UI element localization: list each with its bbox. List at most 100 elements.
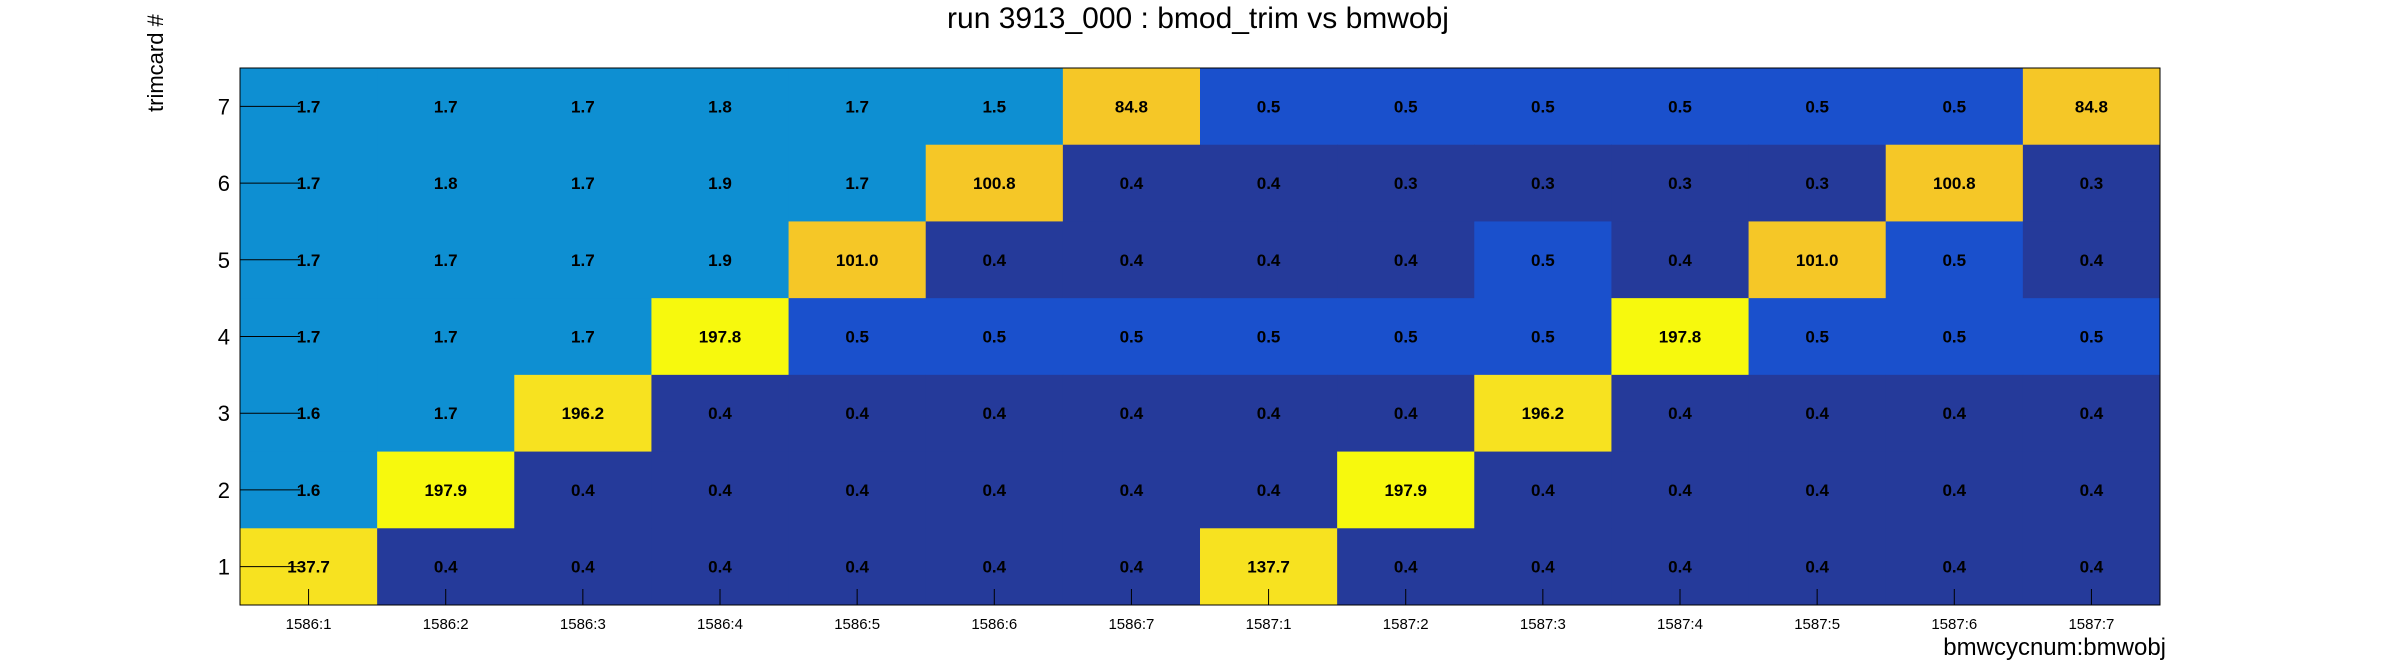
cell-value-label: 0.4: [1805, 404, 1829, 423]
heatmap-cell: [925, 451, 1064, 529]
heatmap-cell: [1062, 451, 1201, 529]
heatmap-cell: [1062, 298, 1201, 376]
cell-value-label: 1.7: [571, 174, 595, 193]
heatmap-cell: [1885, 68, 2024, 146]
cell-value-label: 197.9: [1384, 481, 1427, 500]
x-tick-label: 1586:7: [1108, 616, 1154, 633]
cell-value-label: 0.5: [1805, 97, 1829, 116]
heatmap-cell: [1885, 298, 2024, 376]
heatmap-cell: [1200, 68, 1338, 146]
cell-value-label: 0.4: [1805, 481, 1829, 500]
heatmap-cell: [514, 144, 652, 222]
cell-value-label: 0.4: [1668, 481, 1692, 500]
cell-value-label: 0.4: [982, 404, 1006, 423]
heatmap-cell: [1748, 221, 1887, 299]
cell-value-label: 1.7: [571, 251, 595, 270]
cell-value-label: 0.4: [1257, 251, 1281, 270]
heatmap-cell: [1200, 374, 1338, 453]
heatmap-cell: [1200, 221, 1338, 299]
heatmap-cell: [377, 298, 515, 376]
heatmap-cell: [1200, 144, 1338, 222]
heatmap-cell: [514, 68, 652, 146]
cell-value-label: 0.4: [1120, 174, 1144, 193]
cell-value-label: 0.5: [1394, 97, 1418, 116]
y-axis-title: trimcard #: [143, 14, 168, 112]
heatmap-cell: [1748, 451, 1887, 529]
cell-value-label: 0.4: [1942, 558, 1966, 577]
cell-value-label: 0.4: [1120, 558, 1144, 577]
heatmap-cell: [2022, 374, 2161, 453]
heatmap-cell: [788, 451, 927, 529]
x-axis-title: bmwcycnum:bmwobj: [1943, 634, 2166, 661]
cell-value-label: 137.7: [287, 558, 330, 577]
x-tick-label: 1587:3: [1520, 616, 1566, 633]
heatmap-cell: [2022, 221, 2161, 299]
cell-value-label: 0.4: [1120, 404, 1144, 423]
heatmap-cell: [1748, 374, 1887, 453]
heatmap-cell: [788, 298, 927, 376]
cell-value-label: 0.4: [1668, 558, 1692, 577]
heatmap-cell: [1062, 68, 1201, 146]
cell-value-label: 1.9: [708, 174, 732, 193]
heatmap-cell: [1474, 451, 1612, 529]
y-tick-label: 2: [218, 478, 230, 503]
cell-value-label: 0.4: [571, 558, 595, 577]
cell-value-label: 0.4: [982, 481, 1006, 500]
heatmap-cell: [1337, 221, 1475, 299]
cell-value-label: 0.4: [2080, 404, 2104, 423]
cell-value-label: 0.4: [1394, 404, 1418, 423]
cell-value-label: 0.4: [1531, 481, 1555, 500]
heatmap-cell: [514, 221, 652, 299]
cell-value-label: 1.7: [571, 97, 595, 116]
cell-value-label: 0.5: [1257, 328, 1281, 347]
cell-value-label: 0.4: [2080, 481, 2104, 500]
heatmap-cell: [1611, 298, 1750, 376]
cell-value-label: 0.4: [845, 481, 869, 500]
heatmap-cell: [1611, 144, 1750, 222]
cell-value-label: 0.5: [2080, 328, 2104, 347]
cell-value-label: 0.5: [1805, 328, 1829, 347]
heatmap-cell: [1062, 221, 1201, 299]
heatmap-cell: [925, 68, 1064, 146]
heatmap-cell: [925, 144, 1064, 222]
cell-value-label: 196.2: [1522, 404, 1565, 423]
heatmap-cell: [788, 68, 927, 146]
heatmap-cell: [1474, 298, 1612, 376]
cell-value-label: 0.4: [708, 558, 732, 577]
heatmap-cell: [1337, 144, 1475, 222]
heatmap-cell: [1748, 298, 1887, 376]
heatmap-cell: [651, 221, 790, 299]
cell-value-label: 1.9: [708, 251, 732, 270]
cell-value-label: 0.4: [845, 404, 869, 423]
heatmap-cell: [2022, 144, 2161, 222]
heatmap-cell: [1885, 221, 2024, 299]
chart-title: run 3913_000 : bmod_trim vs bmwobj: [947, 2, 1449, 35]
heatmap-cell: [2022, 451, 2161, 529]
x-tick-label: 1586:1: [286, 616, 332, 633]
cell-value-label: 0.4: [434, 558, 458, 577]
cell-value-label: 196.2: [562, 404, 605, 423]
cell-value-label: 0.4: [982, 558, 1006, 577]
cell-value-label: 101.0: [1796, 251, 1839, 270]
cell-value-label: 197.8: [1659, 328, 1702, 347]
cell-value-label: 0.5: [1668, 97, 1692, 116]
cell-value-label: 101.0: [836, 251, 879, 270]
cell-value-label: 0.4: [1120, 481, 1144, 500]
x-tick-label: 1586:2: [423, 616, 469, 633]
cell-value-label: 1.7: [297, 174, 321, 193]
heatmap-cell: [651, 144, 790, 222]
cell-value-label: 0.5: [1257, 97, 1281, 116]
cell-value-label: 0.4: [2080, 251, 2104, 270]
heatmap-cell: [514, 451, 652, 529]
cell-value-label: 1.8: [434, 174, 458, 193]
y-tick-label: 3: [218, 401, 230, 426]
y-tick-label: 7: [218, 94, 230, 119]
cell-value-label: 0.4: [1668, 404, 1692, 423]
cell-value-label: 0.4: [1668, 251, 1692, 270]
heatmap-cell: [788, 374, 927, 453]
cell-value-label: 1.8: [708, 97, 732, 116]
cell-value-label: 0.5: [982, 328, 1006, 347]
heatmap-cell: [514, 298, 652, 376]
cell-value-label: 0.5: [1394, 328, 1418, 347]
